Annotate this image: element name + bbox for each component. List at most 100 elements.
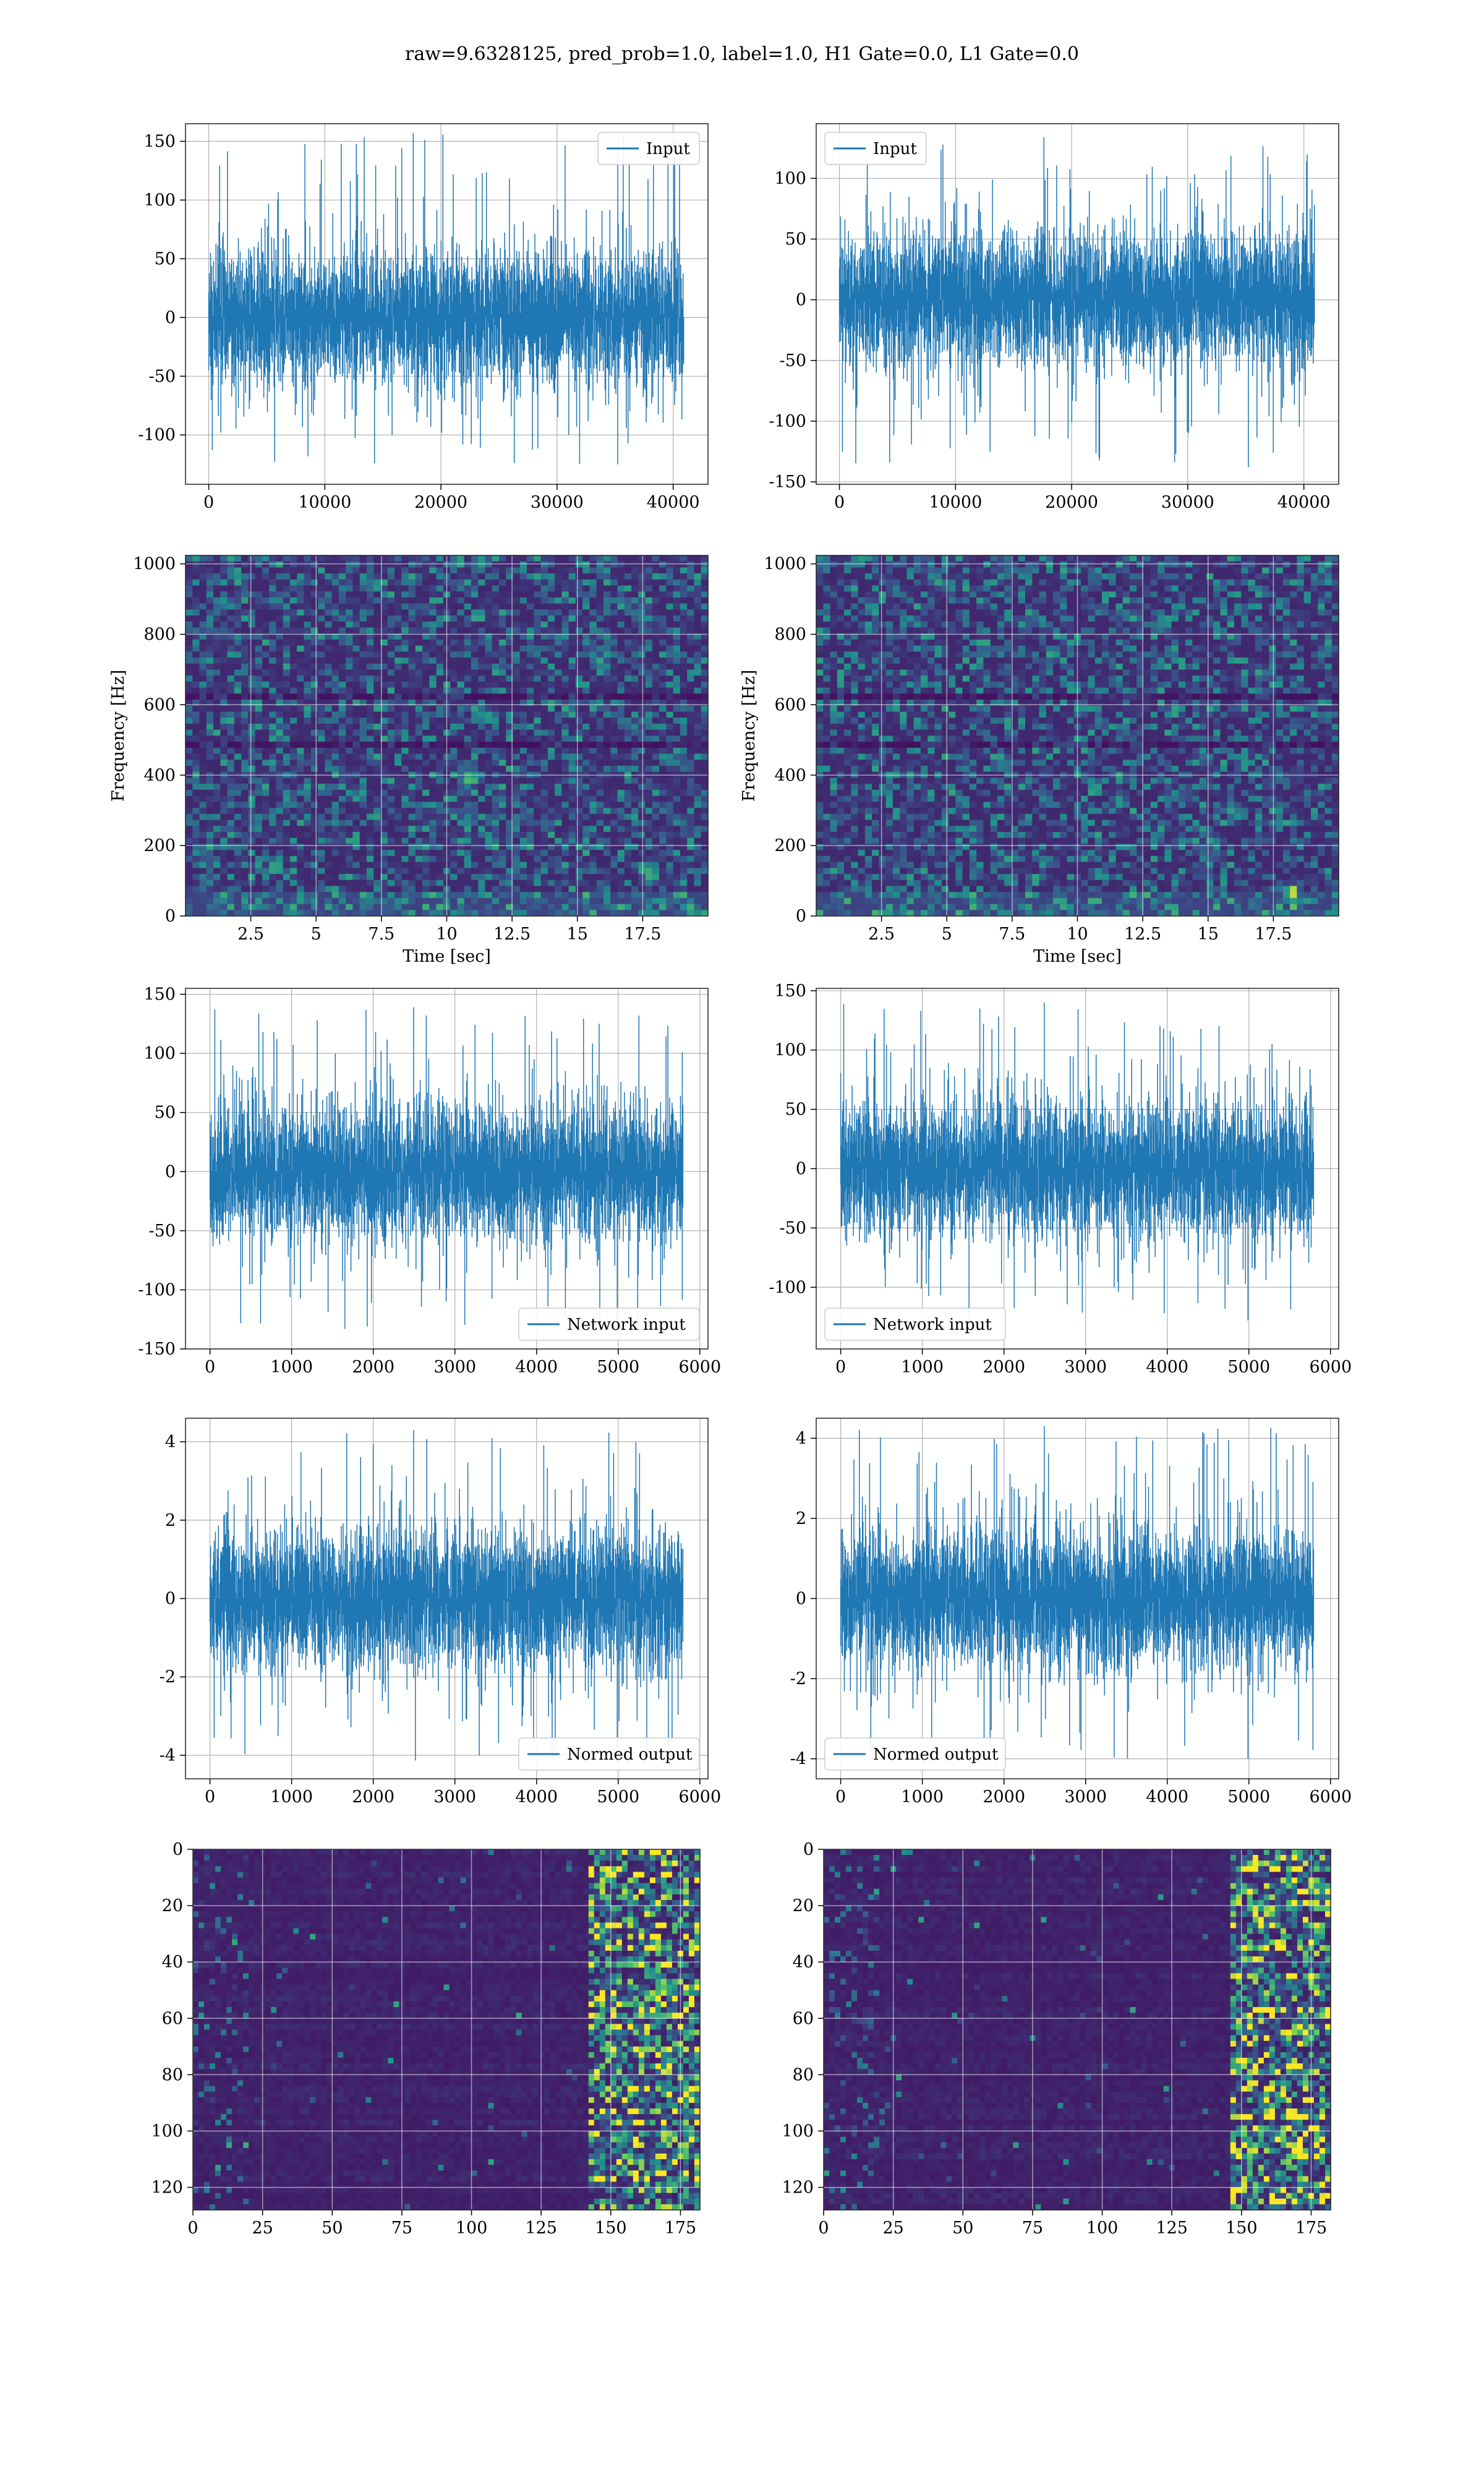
heatmap-cell bbox=[555, 615, 562, 622]
heatmap-cell bbox=[380, 615, 388, 622]
heatmap-cell bbox=[380, 855, 388, 863]
heatmap-cell bbox=[325, 760, 333, 766]
heatmap-cell bbox=[1234, 555, 1242, 562]
heatmap-cell bbox=[241, 747, 249, 755]
heatmap-cell bbox=[694, 892, 702, 899]
heatmap-cell bbox=[506, 886, 514, 892]
heatmap-cell bbox=[589, 627, 597, 634]
heatmap-cell bbox=[310, 687, 318, 695]
heatmap-cell bbox=[464, 795, 472, 802]
heatmap-cell bbox=[701, 615, 709, 622]
heatmap-cell bbox=[645, 820, 653, 826]
heatmap-cell bbox=[1053, 561, 1060, 568]
heatmap-cell bbox=[540, 633, 548, 640]
heatmap-cell bbox=[415, 873, 423, 881]
heatmap-cell bbox=[652, 682, 660, 688]
heatmap-cell bbox=[408, 855, 416, 863]
heatmap-cell bbox=[666, 795, 674, 802]
heatmap-cell bbox=[415, 615, 423, 622]
heatmap-cell bbox=[527, 844, 534, 850]
heatmap-cell bbox=[694, 735, 702, 742]
heatmap-cell bbox=[227, 555, 235, 562]
heatmap-cell bbox=[234, 813, 242, 821]
heatmap-cell bbox=[687, 669, 695, 676]
heatmap-cell bbox=[387, 555, 395, 562]
heatmap-cell bbox=[687, 640, 695, 646]
heatmap-cell bbox=[492, 880, 500, 887]
heatmap-cell bbox=[652, 784, 660, 790]
heatmap-cell bbox=[269, 645, 277, 653]
heatmap-cell bbox=[844, 579, 851, 586]
heatmap-cell bbox=[325, 633, 333, 640]
heatmap-cell bbox=[499, 820, 506, 826]
heatmap-cell bbox=[687, 855, 695, 863]
heatmap-cell bbox=[213, 789, 221, 797]
heatmap-cell bbox=[429, 837, 437, 844]
heatmap-cell bbox=[652, 862, 660, 868]
heatmap-cell bbox=[366, 735, 374, 742]
heatmap-cell bbox=[582, 795, 591, 802]
heatmap-cell bbox=[457, 873, 465, 881]
heatmap-cell bbox=[673, 831, 681, 839]
heatmap-cell bbox=[582, 567, 591, 574]
heatmap-cell bbox=[380, 880, 388, 887]
heatmap-cell bbox=[610, 850, 618, 857]
heatmap-cell bbox=[652, 693, 660, 700]
heatmap-cell bbox=[900, 555, 908, 562]
heatmap-cell bbox=[429, 591, 437, 598]
heatmap-cell bbox=[450, 802, 458, 808]
heatmap-cell bbox=[534, 693, 542, 700]
heatmap-cell bbox=[631, 844, 639, 850]
heatmap-cell bbox=[304, 826, 312, 833]
heatmap-cell bbox=[283, 837, 291, 844]
heatmap-cell bbox=[310, 729, 318, 737]
heatmap-cell bbox=[1053, 573, 1060, 580]
heatmap-cell bbox=[269, 795, 277, 802]
heatmap-cell bbox=[631, 645, 639, 653]
heatmap-cell bbox=[540, 729, 548, 737]
heatmap-cell bbox=[227, 844, 235, 850]
heatmap-cell bbox=[192, 880, 200, 887]
heatmap-cell bbox=[652, 657, 660, 664]
heatmap-cell bbox=[694, 766, 702, 773]
heatmap-cell bbox=[450, 591, 458, 598]
heatmap-cell bbox=[234, 603, 242, 610]
heatmap-cell bbox=[331, 873, 339, 881]
heatmap-cell bbox=[673, 826, 681, 833]
heatmap-cell bbox=[450, 555, 458, 562]
heatmap-cell bbox=[969, 555, 977, 562]
heatmap-cell bbox=[346, 711, 353, 718]
heatmap-cell bbox=[262, 597, 270, 604]
heatmap-cell bbox=[304, 729, 312, 737]
heatmap-cell bbox=[631, 784, 639, 790]
heatmap-cell bbox=[603, 873, 611, 881]
heatmap-cell bbox=[471, 700, 479, 706]
heatmap-cell bbox=[506, 609, 514, 616]
heatmap-cell bbox=[506, 633, 514, 640]
heatmap-cell bbox=[534, 795, 542, 802]
heatmap-cell bbox=[617, 633, 625, 640]
heatmap-cell bbox=[547, 844, 555, 850]
x-tick-label: 10000 bbox=[929, 493, 982, 512]
heatmap-cell bbox=[262, 724, 270, 730]
heatmap-cell bbox=[331, 826, 339, 833]
heatmap-cell bbox=[478, 585, 486, 592]
heatmap-cell bbox=[450, 609, 458, 616]
heatmap-cell bbox=[506, 904, 514, 910]
heatmap-cell bbox=[457, 892, 465, 899]
heatmap-cell bbox=[666, 904, 674, 910]
heatmap-cell bbox=[464, 651, 472, 658]
heatmap-cell bbox=[568, 766, 576, 773]
heatmap-cell bbox=[283, 651, 291, 658]
heatmap-cell bbox=[283, 573, 291, 580]
heatmap-cell bbox=[304, 640, 312, 646]
heatmap-cell bbox=[429, 663, 437, 670]
heatmap-cell bbox=[582, 826, 591, 833]
heatmap-cell bbox=[352, 633, 360, 640]
heatmap-cell bbox=[220, 555, 228, 562]
heatmap-cell bbox=[547, 892, 555, 899]
heatmap-cell bbox=[1136, 561, 1145, 568]
heatmap-cell bbox=[415, 663, 423, 670]
heatmap-cell bbox=[220, 855, 228, 863]
heatmap-cell bbox=[485, 892, 493, 899]
